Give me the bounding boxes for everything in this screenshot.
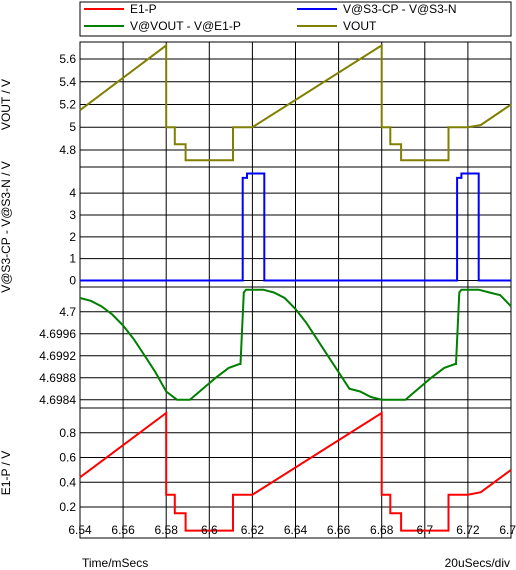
series-line (79, 411, 512, 532)
x-tick-label: 6.66 (327, 523, 351, 537)
y-tick-label: 0.8 (59, 426, 76, 440)
x-tick-label: 6.74 (499, 523, 516, 537)
series-line (79, 288, 512, 401)
legend-box (79, 1, 512, 37)
x-tick-label: 6.6 (201, 523, 218, 537)
y-tick-label: 0 (69, 273, 76, 287)
x-tick-label: 6.58 (155, 523, 179, 537)
y-tick-label: 4.8 (59, 143, 76, 157)
y-tick-label: 4.6984 (39, 393, 76, 407)
series-line (79, 43, 512, 162)
y-tick-label: 4.6996 (39, 327, 76, 341)
legend-label: VOUT (343, 19, 377, 33)
x-tick-label: 6.64 (284, 523, 308, 537)
x-tick-label: 6.54 (68, 523, 92, 537)
y-tick-label: 2 (69, 230, 76, 244)
x-tick-label: 6.72 (456, 523, 480, 537)
y-tick-label: 5 (69, 120, 76, 134)
time-scale-label: 20uSecs/div (444, 556, 510, 570)
y-tick-label: 0.4 (59, 475, 76, 489)
y-tick-label: 4.6992 (39, 349, 76, 363)
y-tick-label: 4.7 (59, 305, 76, 319)
y-tick-label: 5.6 (59, 52, 76, 66)
legend-label: V@VOUT - V@E1-P (130, 19, 241, 33)
x-tick-label: 6.56 (111, 523, 135, 537)
x-tick-label: 6.62 (241, 523, 265, 537)
y-axis-label: V@S3-CP - V@S3-N / V (0, 161, 13, 293)
legend-label: V@S3-CP - V@S3-N (343, 2, 457, 16)
y-axis-label: E1-P / V (0, 451, 13, 495)
y-tick-label: 3 (69, 208, 76, 222)
y-tick-label: 5.4 (59, 75, 76, 89)
y-tick-label: 4 (69, 186, 76, 200)
y-tick-label: 0.2 (59, 500, 76, 514)
y-tick-label: 1 (69, 252, 76, 266)
legend-label: E1-P (130, 2, 157, 16)
series-line (80, 172, 511, 282)
x-tick-label: 6.7 (416, 523, 433, 537)
y-tick-label: 5.2 (59, 98, 76, 112)
y-axis-label: VOUT / V (0, 79, 13, 130)
x-axis-label: Time/mSecs (82, 556, 149, 570)
y-tick-label: 4.6988 (39, 371, 76, 385)
x-tick-label: 6.68 (370, 523, 394, 537)
y-tick-label: 0.6 (59, 451, 76, 465)
